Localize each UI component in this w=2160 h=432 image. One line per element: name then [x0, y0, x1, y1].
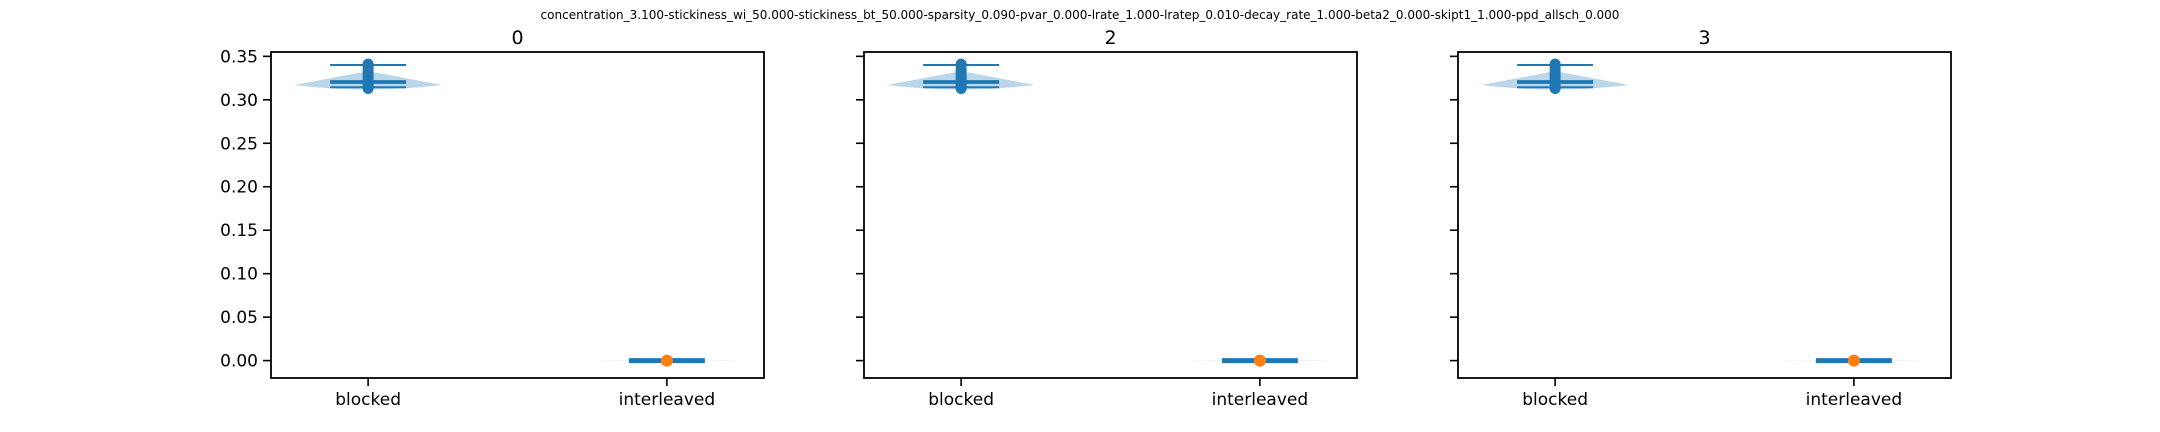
data-point: [1549, 58, 1561, 70]
subplot-title: 3: [1698, 27, 1710, 49]
subplot-title: 2: [1104, 27, 1116, 49]
x-tick-label: interleaved: [1212, 390, 1309, 410]
violin-interleaved: [1184, 354, 1335, 367]
y-tick-label: 0.30: [220, 91, 258, 111]
y-tick-label: 0.35: [220, 47, 258, 67]
violin-blocked: [887, 58, 1036, 95]
figure-suptitle: concentration_3.100-stickiness_wi_50.000…: [541, 8, 1620, 22]
y-tick-label: 0.25: [220, 134, 258, 154]
data-point: [955, 58, 967, 70]
data-point: [1253, 354, 1266, 367]
violin-interleaved: [591, 354, 742, 367]
y-tick-label: 0.10: [220, 265, 258, 285]
subplot-3: blocked interleaved 3: [1450, 27, 1952, 410]
data-point: [660, 354, 673, 367]
violin-blocked: [294, 58, 443, 95]
x-tick-label: interleaved: [619, 390, 716, 410]
data-point: [1847, 354, 1860, 367]
x-tick-label: interleaved: [1806, 390, 1903, 410]
violin-blocked: [1481, 58, 1630, 95]
violin-interleaved: [1778, 354, 1929, 367]
y-tick-label: 0.15: [220, 221, 258, 241]
subplot-2: blocked interleaved 2: [856, 27, 1358, 410]
x-tick-label: blocked: [335, 390, 401, 410]
y-tick-label: 0.00: [220, 352, 258, 372]
subplot-0: 0.00 0.05 0.10 0.15 0.20 0.25 0.30 0.35 blocked i…: [220, 27, 765, 410]
x-tick-label: blocked: [928, 390, 994, 410]
axes-frame: [1457, 51, 1952, 379]
x-tick-label: blocked: [1522, 390, 1588, 410]
y-tick-label: 0.05: [220, 308, 258, 328]
data-point: [362, 58, 374, 70]
axes-frame: [270, 51, 765, 379]
axes-frame: [863, 51, 1358, 379]
subplot-title: 0: [511, 27, 523, 49]
y-tick-label: 0.20: [220, 178, 258, 198]
